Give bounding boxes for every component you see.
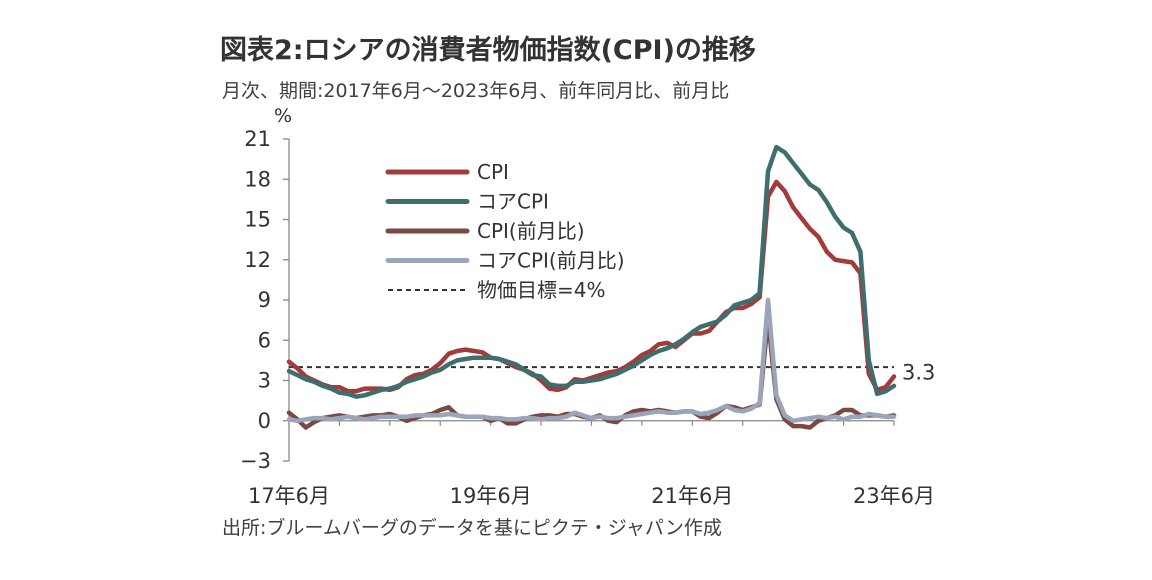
y-axis: −3 0 3 6 9 12 15 18 21%	[240, 105, 292, 473]
y-tick-label: 12	[244, 248, 271, 272]
y-tick-label: −3	[240, 449, 271, 473]
y-tick-label: 0	[258, 409, 271, 433]
x-axis: 17年6月 19年6月 21年6月 23年6月	[248, 420, 935, 508]
y-tick-label: 18	[244, 167, 271, 191]
x-tick-label: 23年6月	[853, 484, 935, 508]
y-axis-unit: %	[274, 105, 292, 127]
legend: CPI コアCPI CPI(前月比) コアCPI(前月比) 物価目標=4%	[385, 160, 625, 302]
y-tick-label: 3	[258, 369, 271, 393]
y-tick-label: 9	[258, 288, 271, 312]
legend-label-core-cpi: コアCPI	[477, 190, 549, 214]
series-line-core-cpi	[286, 144, 897, 399]
chart-title: 図表2:ロシアの消費者物価指数(CPI)の推移	[220, 35, 756, 66]
x-tick-label: 19年6月	[450, 484, 532, 508]
legend-label-core-cpi-mom: コアCPI(前月比)	[477, 249, 625, 273]
plot-area: 3.3	[286, 144, 935, 430]
x-tick-label: 21年6月	[651, 484, 733, 508]
y-tick-label: 6	[258, 328, 271, 352]
legend-label-cpi: CPI	[477, 160, 509, 184]
y-tick-label: 21	[244, 127, 271, 151]
last-value-label: 3.3	[902, 360, 935, 384]
x-tick-label: 17年6月	[248, 484, 330, 508]
series-line-cpi-mom	[286, 316, 897, 430]
source-note: 出所:ブルームバーグのデータを基にピクテ・ジャパン作成	[222, 517, 722, 539]
y-tick-label: 15	[244, 208, 271, 232]
legend-label-cpi-mom: CPI(前月比)	[477, 219, 585, 243]
chart-subtitle: 月次、期間:2017年6月〜2023年6月、前年同月比、前月比	[222, 80, 730, 102]
legend-label-target: 物価目標=4%	[477, 278, 606, 302]
series-line-core-cpi-mom	[286, 297, 897, 424]
